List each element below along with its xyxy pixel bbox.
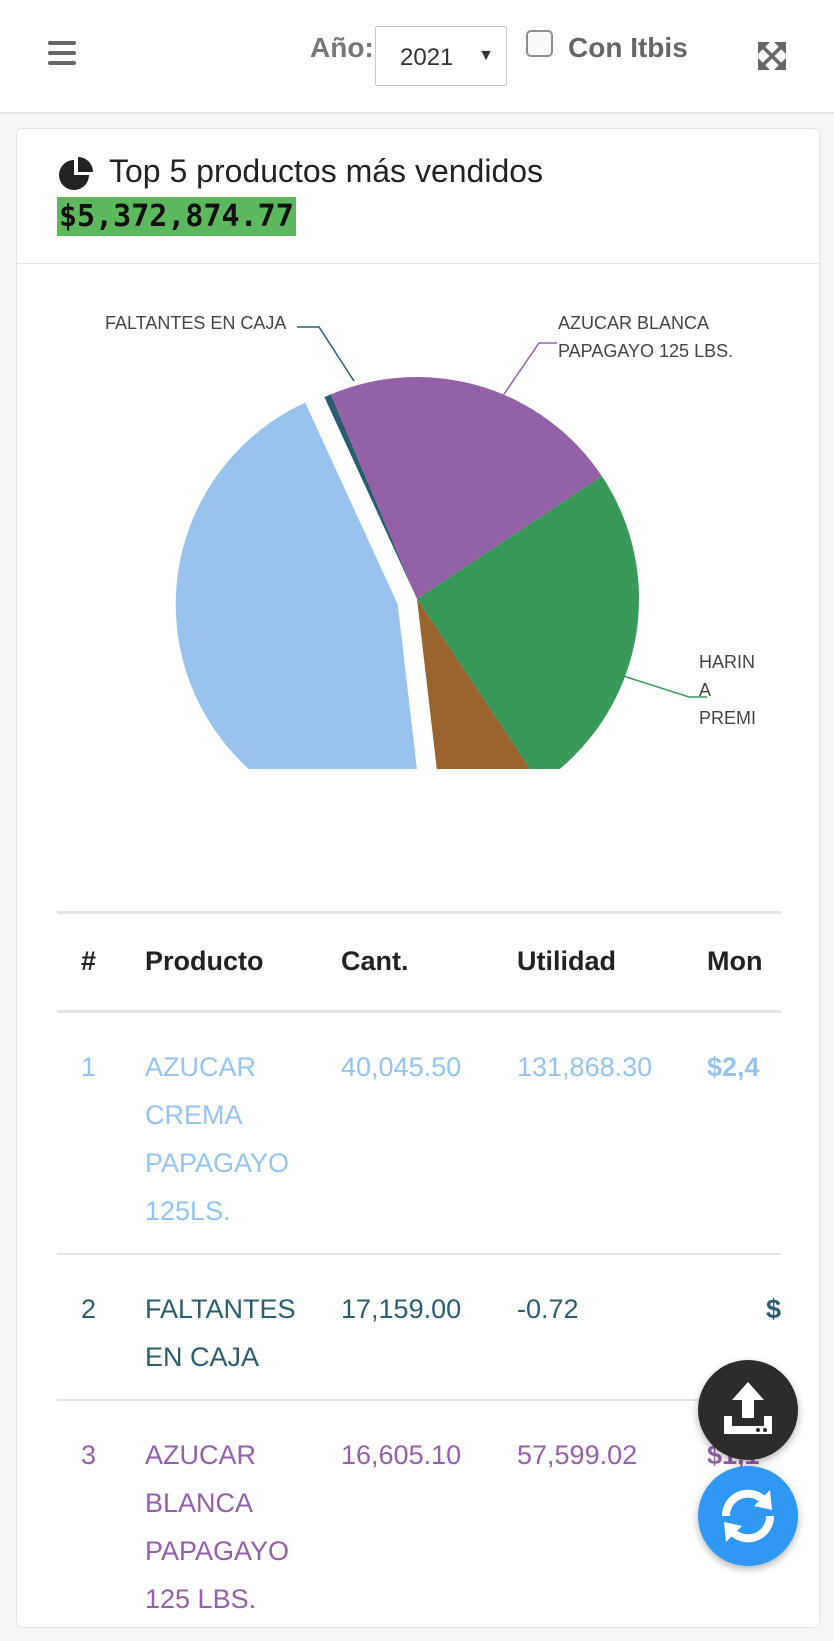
pie-chart: FALTANTES EN CAJA AZUCAR BLANCA PAPAGAYO 1… [105,313,756,769]
pie-chart-icon [59,157,93,190]
refresh-button[interactable] [698,1466,798,1566]
row-qty: 16,605.10 [341,1440,462,1470]
pie-slice[interactable] [175,402,424,769]
row-utility: 131,868.30 [517,1052,653,1082]
pie-label: PAPAGAYO 125 LBS. [558,341,733,361]
card-title: Top 5 productos más vendidos [109,153,544,189]
top-products-card: Top 5 productos más vendidos $5,372,874.… [16,128,820,1628]
row-num: 1 [81,1052,97,1082]
row-amount: $2,4 [707,1052,760,1082]
leader-line [501,342,557,398]
pie-label: A [699,680,711,700]
row-amount: $ [765,1294,781,1324]
header-utility[interactable]: Utilidad [517,946,616,976]
year-select[interactable]: 2021 ▼ [375,26,507,86]
pie-slice[interactable] [417,476,639,769]
header-product[interactable]: Producto [145,946,264,976]
pie-slice[interactable] [324,394,417,599]
expand-icon[interactable] [756,40,788,72]
row-utility: -0.72 [517,1294,579,1324]
header-num[interactable]: # [81,946,97,976]
leader-line [616,673,707,698]
table-row[interactable]: 1 AZUCAR CREMA PAPAGAYO 125LS. 40,045.50… [57,1013,781,1255]
row-product: AZUCAR CREMA PAPAGAYO 125LS. [145,1052,290,1226]
year-select-value: 2021 [400,44,454,71]
upload-icon [724,1382,772,1434]
itbis-label[interactable]: Con Itbis [568,32,688,63]
table-row[interactable]: 2 FALTANTES EN CAJA 17,159.00 -0.72 $ [57,1255,781,1401]
top-bar: Año: 2021 ▼ Con Itbis [0,0,834,114]
row-qty: 17,159.00 [341,1294,462,1324]
pie-label: AZUCAR BLANCA [558,313,709,333]
leader-line [297,326,355,382]
table-header: # Producto Cant. Utilidad Mon [57,911,781,1013]
header-qty[interactable]: Cant. [341,946,409,976]
total-amount-badge: $5,372,874.77 [57,197,296,236]
row-num: 2 [81,1294,97,1324]
row-product: FALTANTES EN CAJA [145,1294,296,1372]
pie-label: HARIN [699,652,755,672]
pie-slice[interactable] [330,377,602,599]
row-qty: 40,045.50 [341,1052,462,1082]
hamburger-icon[interactable] [48,41,76,67]
itbis-checkbox[interactable] [526,30,553,57]
refresh-icon [721,1489,775,1543]
header-amount[interactable]: Mon [707,946,763,976]
table-row[interactable]: 3 AZUCAR BLANCA PAPAGAYO 125 LBS. 16,605… [57,1401,781,1641]
row-product: AZUCAR BLANCA PAPAGAYO 125 LBS. [145,1440,290,1614]
upload-button[interactable] [698,1360,798,1460]
year-label: Año: [310,32,374,63]
pie-label: FALTANTES EN CAJA [105,313,286,333]
chevron-down-icon: ▼ [478,47,494,64]
pie-slice[interactable] [417,599,540,769]
row-utility: 57,599.02 [517,1440,638,1470]
pie-label: PREMI [699,708,756,728]
card-header: Top 5 productos más vendidos $5,372,874.… [17,129,819,264]
products-table: # Producto Cant. Utilidad Mon 1 AZUCAR C… [57,911,781,1641]
row-num: 3 [81,1440,97,1470]
